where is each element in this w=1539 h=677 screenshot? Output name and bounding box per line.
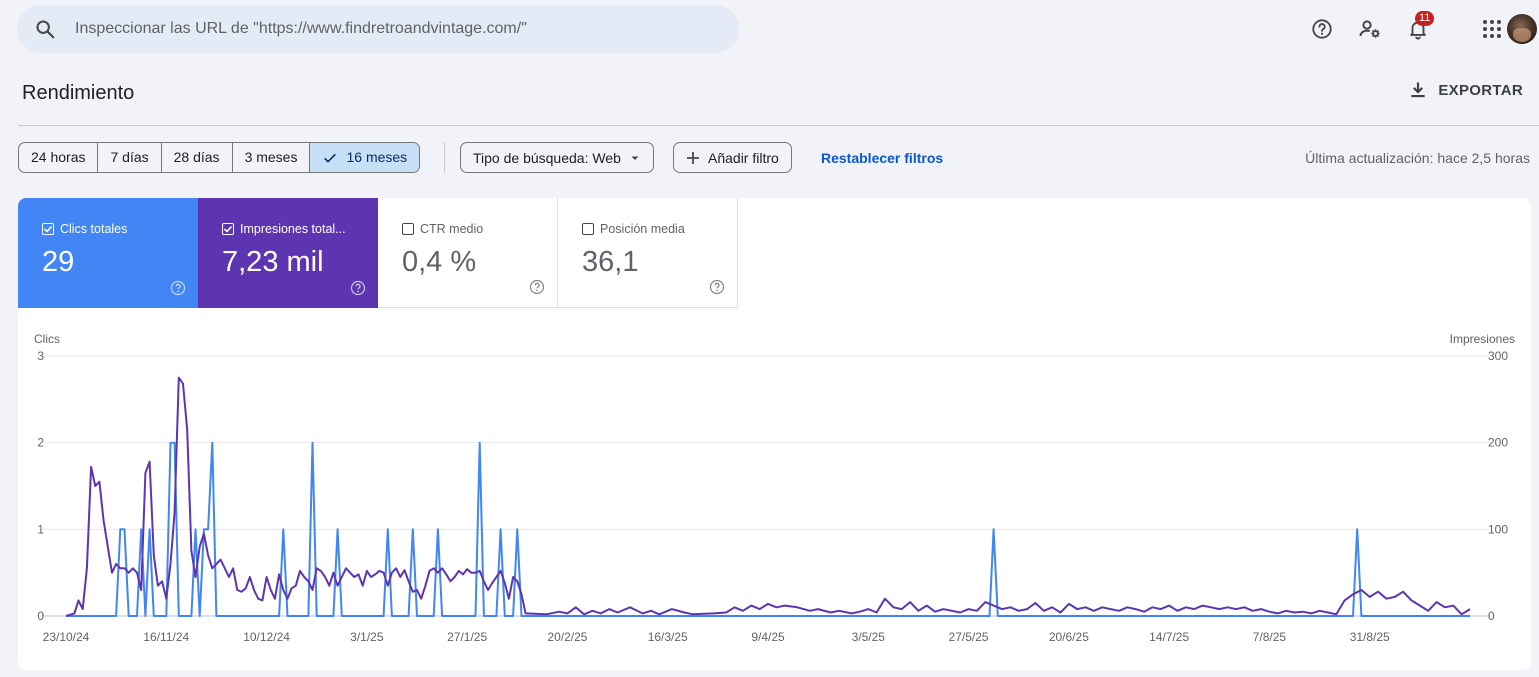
filters-separator [444,142,445,173]
checkbox-checked-icon[interactable] [42,223,54,235]
metric-value: 7,23 mil [222,246,324,278]
range-3-meses[interactable]: 3 meses [233,143,311,172]
y-tick-right: 100 [1488,522,1508,536]
add-filter-label: Añadir filtro [708,149,779,166]
x-tick-label: 16/3/25 [648,630,688,644]
help-icon[interactable] [1305,12,1339,46]
download-icon [1411,82,1426,98]
search-type-dropdown[interactable]: Tipo de búsqueda: Web [460,142,654,173]
x-tick-label: 7/8/25 [1253,630,1287,644]
x-tick-label: 10/12/24 [243,630,290,644]
search-placeholder[interactable]: Inspeccionar las URL de "https://www.fin… [75,20,527,37]
metric-value: 0,4 % [402,246,477,278]
top-actions: 11 [1279,11,1539,46]
metric-label: Clics totales [60,222,128,236]
metric-total-impressions[interactable]: Impresiones total... 7,23 mil [198,198,378,308]
page-title: Rendimiento [22,82,135,104]
x-tick-label: 20/6/25 [1049,630,1089,644]
range-16-meses[interactable]: 16 meses [310,143,420,172]
search-icon [17,18,73,40]
y-tick-right: 200 [1488,436,1508,450]
left-axis-label: Clics [34,332,60,346]
x-tick-label: 20/2/25 [547,630,587,644]
apps-grid-icon[interactable] [1475,12,1509,46]
checkbox-checked-icon[interactable] [222,223,234,235]
url-inspection-search[interactable]: Inspeccionar las URL de "https://www.fin… [17,5,739,53]
metric-average-position[interactable]: Posición media 36,1 [558,198,738,308]
x-tick-label: 31/8/25 [1350,630,1390,644]
last-update-text: Última actualización: hace 2,5 horas [1305,150,1530,166]
help-icon[interactable] [350,280,366,296]
series-line-impresiones [65,376,1471,617]
x-tick-label: 16/11/24 [143,630,189,644]
notifications-icon[interactable]: 11 [1401,11,1435,46]
add-filter-button[interactable]: Añadir filtro [673,142,792,173]
metric-value: 29 [42,246,75,278]
date-range-selector: 24 horas 7 días 28 días 3 meses 16 meses [18,142,421,173]
range-24-horas[interactable]: 24 horas [19,143,99,172]
right-axis-label: Impresiones [1450,332,1515,346]
range-16-meses-label: 16 meses [346,149,408,165]
help-icon[interactable] [529,279,545,295]
x-tick-label: 27/1/25 [447,630,487,644]
range-7-dias[interactable]: 7 días [98,143,162,172]
user-settings-icon[interactable] [1353,12,1387,46]
search-type-label: Tipo de búsqueda: Web [473,149,621,166]
metric-value: 36,1 [582,246,639,278]
checkbox-unchecked-icon[interactable] [582,223,594,235]
caret-down-icon [631,156,639,160]
metric-label: Impresiones total... [240,222,346,236]
y-tick-left: 3 [37,349,44,363]
export-label: EXPORTAR [1438,81,1523,99]
account-avatar[interactable] [1507,14,1537,44]
x-tick-label: 14/7/25 [1149,630,1189,644]
range-28-dias[interactable]: 28 días [162,143,233,172]
series-line-clics [66,441,1470,617]
metric-label: CTR medio [420,222,484,236]
metric-total-clicks[interactable]: Clics totales 29 [18,198,198,308]
metric-average-ctr[interactable]: CTR medio 0,4 % [378,198,558,308]
x-tick-label: 3/1/25 [350,630,384,644]
performance-card: Clics totales 29 Impresiones total... 7,… [18,198,1531,670]
help-icon[interactable] [709,279,725,295]
help-icon[interactable] [170,280,186,296]
y-tick-right: 0 [1488,609,1495,623]
x-tick-label: 9/4/25 [751,630,785,644]
performance-chart[interactable]: Clics Impresiones 0 1 2 3 0 100 200 300 23/10/… [18,318,1531,658]
metric-label: Posición media [600,222,685,236]
header-divider [18,125,1539,126]
notifications-badge: 11 [1415,11,1435,26]
y-tick-left: 2 [37,436,44,450]
checkbox-unchecked-icon[interactable] [402,223,414,235]
y-tick-right: 300 [1488,349,1508,363]
y-tick-left: 1 [37,522,44,536]
reset-filters-link[interactable]: Restablecer filtros [821,150,944,166]
x-tick-label: 27/5/25 [949,630,989,644]
export-button[interactable]: EXPORTAR [1408,80,1523,100]
y-tick-left: 0 [37,609,44,623]
plus-icon [687,151,699,164]
check-icon [324,153,337,163]
x-tick-label: 23/10/24 [43,630,90,644]
x-tick-label: 3/5/25 [852,630,886,644]
